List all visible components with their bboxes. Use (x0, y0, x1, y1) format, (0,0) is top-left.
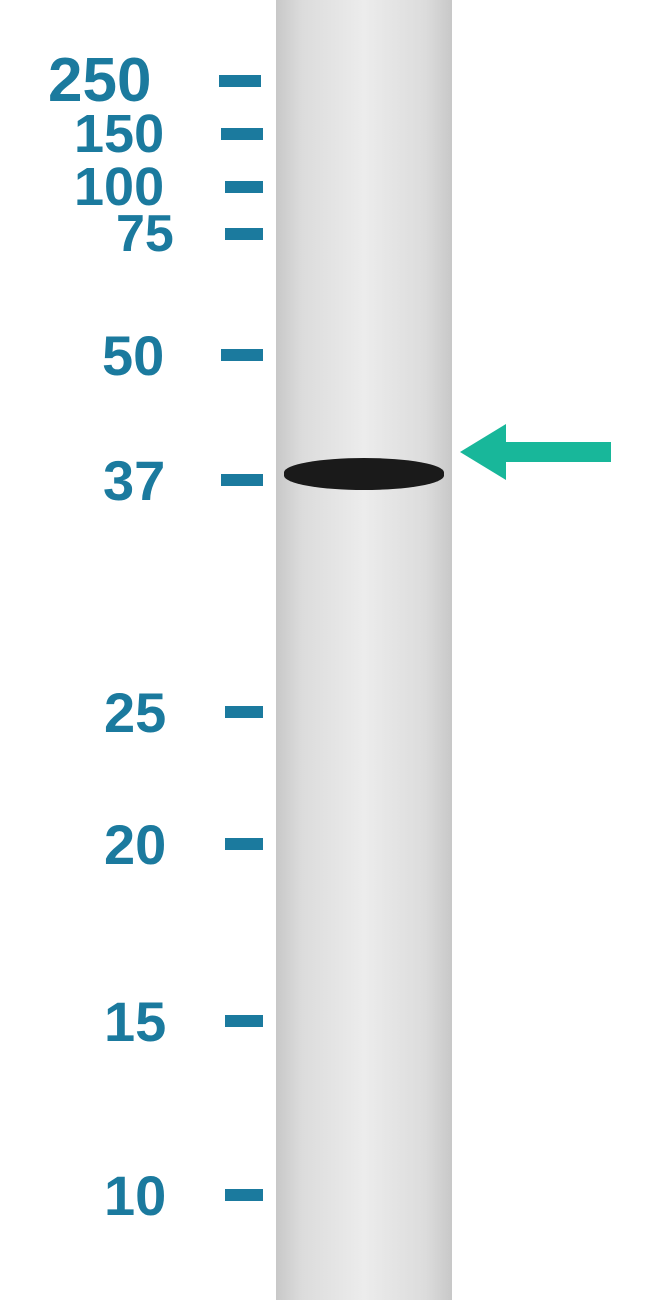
marker-tick-75 (225, 228, 263, 240)
marker-tick-100 (225, 181, 263, 193)
lane-gradient (276, 0, 452, 1300)
arrow-head-icon (460, 424, 506, 480)
marker-label-25: 25 (104, 680, 166, 745)
marker-tick-250 (219, 75, 261, 87)
marker-tick-37 (221, 474, 263, 486)
marker-label-20: 20 (104, 812, 166, 877)
blot-lane (276, 0, 452, 1300)
marker-label-50: 50 (102, 323, 164, 388)
marker-label-75: 75 (116, 204, 174, 264)
protein-band-0 (284, 458, 444, 490)
marker-label-37: 37 (103, 448, 165, 513)
marker-tick-10 (225, 1189, 263, 1201)
marker-tick-20 (225, 838, 263, 850)
marker-tick-25 (225, 706, 263, 718)
marker-tick-150 (221, 128, 263, 140)
arrow-shaft (506, 442, 611, 462)
marker-label-15: 15 (104, 989, 166, 1054)
marker-tick-15 (225, 1015, 263, 1027)
indicator-arrow (460, 424, 611, 480)
marker-label-10: 10 (104, 1163, 166, 1228)
western-blot-figure: 25015010075503725201510 (0, 0, 650, 1300)
marker-tick-50 (221, 349, 263, 361)
